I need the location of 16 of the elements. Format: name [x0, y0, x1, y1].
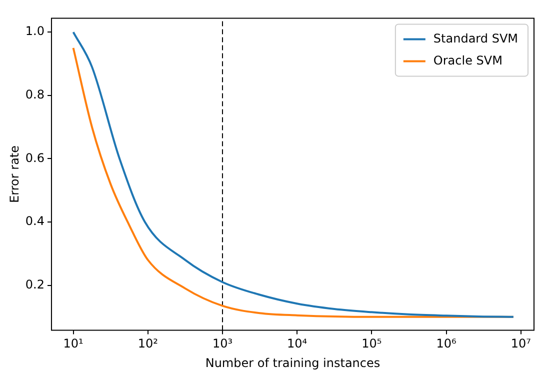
- x-axis-title: Number of training instances: [205, 356, 380, 370]
- x-tick-label: 10³: [212, 336, 233, 351]
- y-axis-title: Error rate: [7, 145, 22, 203]
- y-tick-label: 0.8: [25, 88, 44, 102]
- y-tick-label: 1.0: [25, 24, 44, 38]
- y-tick-label: 0.2: [25, 277, 44, 292]
- x-tick-label: 10⁷: [510, 336, 532, 351]
- legend-label: Oracle SVM: [433, 53, 502, 68]
- legend-label: Standard SVM: [433, 31, 518, 46]
- x-tick-label: 10⁶: [436, 336, 456, 351]
- x-tick-label: 10⁴: [287, 336, 308, 351]
- x-tick-label: 10²: [138, 336, 158, 351]
- y-tick-label: 0.6: [25, 150, 44, 165]
- x-tick-label: 10⁵: [362, 336, 382, 351]
- y-tick-label: 0.4: [25, 214, 44, 228]
- x-tick-label: 10¹: [63, 336, 84, 351]
